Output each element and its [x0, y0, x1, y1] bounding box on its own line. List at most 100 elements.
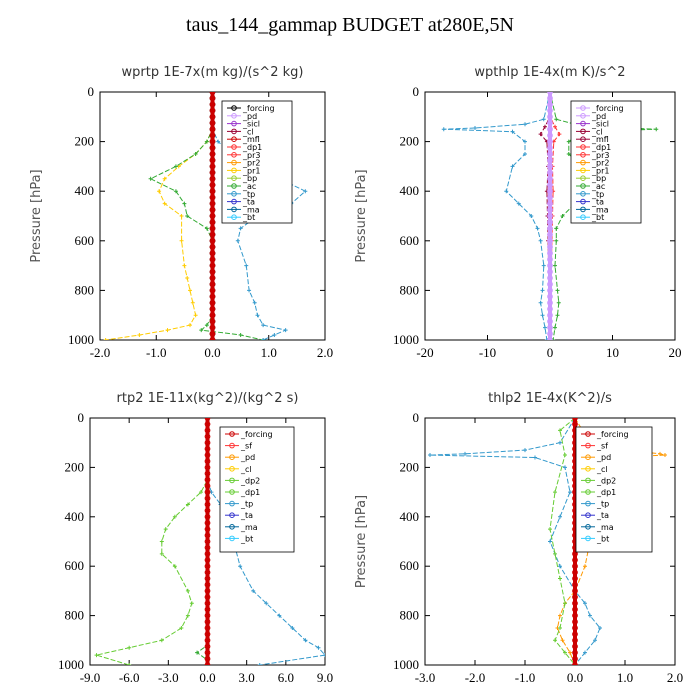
legend-label: _sicl	[591, 120, 609, 129]
data-point	[209, 144, 216, 151]
data-point	[547, 206, 553, 213]
data-point	[566, 152, 571, 156]
legend-marker	[580, 113, 586, 119]
data-point	[193, 313, 198, 318]
data-point	[572, 563, 578, 570]
series-line-bp	[105, 92, 213, 340]
legend-label: _ta	[242, 198, 255, 207]
y-tick-label: 400	[400, 183, 420, 198]
data-point	[185, 276, 190, 280]
data-point	[547, 225, 553, 232]
x-tick-label: 0.0	[204, 345, 220, 360]
data-point	[547, 337, 553, 340]
data-point	[204, 625, 211, 631]
data-point	[127, 663, 132, 665]
data-point	[553, 263, 557, 268]
legend-label: _forcing	[596, 430, 629, 439]
x-tick-label: -20	[416, 345, 433, 360]
legend-label: _tp	[240, 500, 253, 509]
data-point	[523, 139, 527, 144]
data-point	[193, 152, 198, 156]
data-point	[547, 132, 553, 139]
data-point	[560, 638, 565, 643]
data-point	[204, 489, 211, 496]
legend-label: _sf	[240, 442, 252, 451]
data-point	[540, 313, 545, 318]
data-point	[209, 95, 216, 102]
data-point	[572, 655, 578, 662]
data-point	[261, 338, 266, 340]
data-point	[541, 263, 546, 268]
legend-label: _cl	[591, 127, 603, 136]
data-point	[209, 324, 216, 331]
y-tick-label: 0	[88, 84, 95, 99]
series-group	[94, 418, 325, 665]
legend-marker	[231, 191, 237, 197]
data-point	[188, 288, 192, 293]
legend-label: _dp1	[596, 488, 616, 497]
data-point	[247, 288, 252, 293]
data-point	[238, 564, 243, 569]
data-point	[204, 418, 211, 421]
data-point	[529, 214, 534, 218]
legend-marker	[585, 466, 591, 472]
data-point	[547, 256, 553, 263]
data-point	[204, 513, 211, 520]
data-point	[209, 182, 216, 188]
y-tick-label: 0	[413, 410, 420, 425]
x-tick-label: 1.0	[261, 345, 277, 360]
data-point	[572, 612, 578, 619]
data-point	[209, 219, 216, 226]
legend-marker	[231, 136, 237, 142]
data-point	[209, 318, 216, 325]
data-point	[204, 606, 211, 613]
x-tick-label: 2.0	[317, 345, 333, 360]
legend-label: _forcing	[242, 104, 275, 113]
data-point	[204, 618, 211, 625]
x-tick-label: -3.0	[158, 670, 179, 685]
legend-marker	[229, 535, 235, 542]
data-point	[563, 650, 567, 655]
data-point	[510, 129, 515, 134]
legend-label: _tp	[242, 190, 255, 199]
data-point	[555, 288, 560, 293]
legend-marker	[231, 167, 237, 174]
data-point	[588, 613, 592, 618]
data-point	[572, 618, 578, 625]
data-point	[547, 287, 553, 294]
data-point	[204, 323, 209, 328]
data-point	[257, 663, 262, 665]
data-point	[572, 569, 578, 576]
data-point	[557, 132, 562, 137]
legend-label: _pr1	[591, 166, 609, 175]
legend-label: _dp2	[240, 476, 260, 485]
data-point	[204, 649, 211, 656]
data-point	[209, 101, 216, 108]
data-point	[182, 201, 187, 206]
data-point	[277, 613, 282, 618]
data-point	[523, 448, 527, 453]
data-point	[209, 262, 216, 269]
series-group	[428, 418, 667, 665]
legend-marker	[229, 431, 235, 437]
data-point	[541, 117, 546, 122]
x-tick-label: 6.0	[278, 670, 294, 685]
data-point	[547, 281, 553, 288]
data-point	[209, 138, 216, 145]
data-point	[204, 470, 211, 477]
data-point	[558, 576, 562, 581]
data-point	[204, 563, 211, 570]
data-point	[204, 575, 211, 582]
data-point	[209, 287, 216, 294]
legend-marker	[229, 442, 235, 449]
data-point	[209, 113, 216, 120]
legend-label: _pr1	[242, 166, 260, 175]
data-point	[316, 645, 321, 650]
panel-title: wprtp 1E-7x(m kg)/(s^2 kg)	[122, 65, 304, 80]
data-point	[516, 201, 521, 206]
y-tick-label: 800	[65, 608, 85, 623]
data-point	[547, 163, 553, 170]
legend-marker	[231, 105, 237, 111]
data-point	[209, 256, 216, 263]
data-point	[554, 238, 559, 243]
